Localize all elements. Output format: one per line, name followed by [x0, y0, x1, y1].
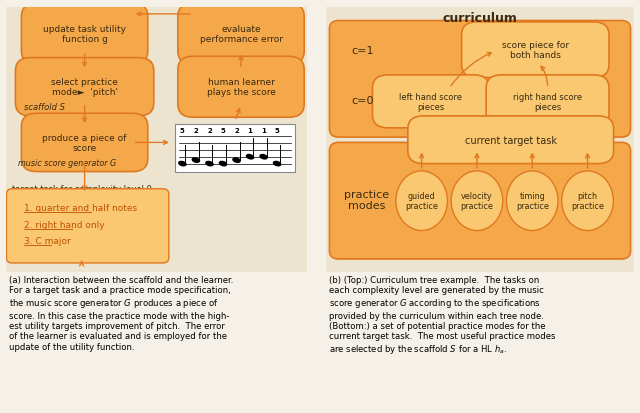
Text: 2: 2 — [193, 127, 198, 133]
Text: timing
practice: timing practice — [516, 192, 548, 211]
Text: 1. quarter and half notes: 1. quarter and half notes — [24, 203, 138, 212]
Text: evaluate
performance error: evaluate performance error — [200, 25, 282, 44]
FancyBboxPatch shape — [6, 189, 169, 263]
Ellipse shape — [562, 171, 613, 231]
Text: 1: 1 — [261, 127, 266, 133]
Text: 2: 2 — [234, 127, 239, 133]
Ellipse shape — [220, 162, 227, 166]
Text: c=1: c=1 — [351, 45, 374, 55]
Text: human learner
plays the score: human learner plays the score — [207, 78, 275, 97]
Text: score piece for
both hands: score piece for both hands — [502, 41, 569, 60]
Text: c=0: c=0 — [351, 96, 374, 106]
Ellipse shape — [451, 171, 503, 231]
Text: practice
modes: practice modes — [344, 189, 389, 211]
Ellipse shape — [233, 159, 240, 163]
FancyBboxPatch shape — [15, 59, 154, 116]
Ellipse shape — [260, 155, 268, 159]
Text: left hand score
pieces: left hand score pieces — [399, 93, 462, 112]
FancyBboxPatch shape — [175, 125, 295, 172]
Text: select practice
mode►  'pitch': select practice mode► 'pitch' — [51, 78, 118, 97]
Text: produce a piece of
score: produce a piece of score — [42, 133, 127, 153]
FancyBboxPatch shape — [320, 3, 640, 278]
Ellipse shape — [179, 162, 186, 166]
Text: 5: 5 — [275, 127, 280, 133]
Text: (b) (Top:) Curriculum tree example.  The tasks on
each complexity level are gene: (b) (Top:) Curriculum tree example. The … — [330, 275, 556, 356]
Text: curriculum: curriculum — [443, 12, 517, 25]
Text: 3. C major: 3. C major — [24, 237, 71, 246]
Text: 2: 2 — [207, 127, 212, 133]
Ellipse shape — [246, 155, 253, 159]
Ellipse shape — [506, 171, 558, 231]
Text: music score generator G: music score generator G — [19, 159, 116, 167]
Text: update task utility
function g: update task utility function g — [43, 25, 126, 44]
Text: 2. right hand only: 2. right hand only — [24, 220, 105, 229]
Text: scaffold S: scaffold S — [24, 103, 65, 112]
Ellipse shape — [192, 159, 200, 163]
Text: guided
practice: guided practice — [405, 192, 438, 211]
FancyBboxPatch shape — [178, 4, 304, 65]
Ellipse shape — [396, 171, 447, 231]
Text: target task for complexity level 0: target task for complexity level 0 — [12, 185, 152, 194]
FancyBboxPatch shape — [330, 143, 630, 259]
Text: 5: 5 — [180, 127, 185, 133]
FancyBboxPatch shape — [372, 76, 489, 128]
FancyBboxPatch shape — [22, 114, 148, 172]
Text: pitch
practice: pitch practice — [571, 192, 604, 211]
FancyBboxPatch shape — [178, 57, 304, 118]
Text: velocity
practice: velocity practice — [461, 192, 493, 211]
Ellipse shape — [273, 162, 281, 166]
Text: 1: 1 — [248, 127, 253, 133]
Text: current target task: current target task — [465, 135, 557, 145]
Text: 5: 5 — [221, 127, 225, 133]
FancyBboxPatch shape — [22, 4, 148, 65]
FancyBboxPatch shape — [408, 116, 614, 164]
Text: right hand score
pieces: right hand score pieces — [513, 93, 582, 112]
Ellipse shape — [206, 162, 213, 166]
Text: (a) Interaction between the scaffold and the learner.
For a target task and a pr: (a) Interaction between the scaffold and… — [10, 275, 234, 351]
FancyBboxPatch shape — [330, 21, 630, 138]
FancyBboxPatch shape — [461, 23, 609, 78]
FancyBboxPatch shape — [486, 76, 609, 128]
FancyBboxPatch shape — [1, 3, 313, 278]
